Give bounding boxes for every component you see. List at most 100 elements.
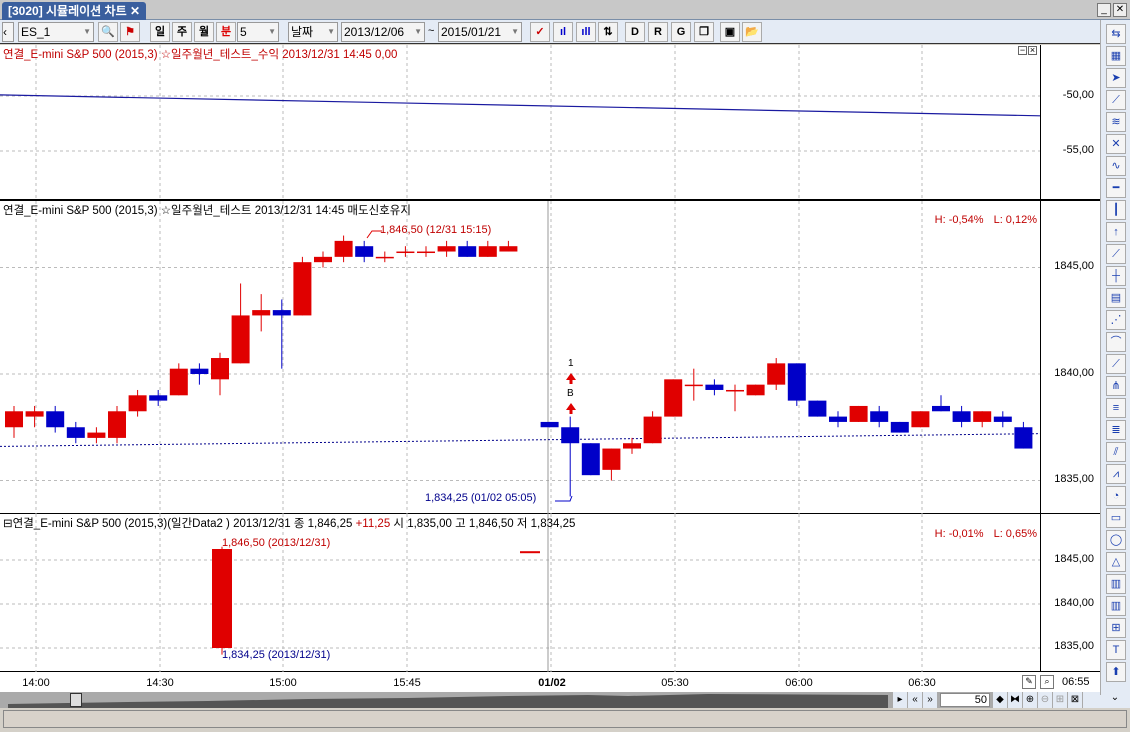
reset-icon[interactable]: ⊠ [1068,692,1082,708]
period-month-button[interactable]: 월 [194,22,214,42]
grid-icon[interactable]: ⊞ [1053,692,1067,708]
pane-minimize-icon[interactable]: − [1018,45,1027,55]
gann-icon[interactable]: ✕ [1106,134,1126,154]
zoom-icon[interactable]: ⌕ [1040,675,1054,689]
cross-line-icon[interactable]: ┼ [1106,266,1126,286]
candle-down [272,310,291,316]
horizontal-line-icon[interactable]: ━ [1106,178,1126,198]
candle-down [540,421,559,428]
wave-icon[interactable]: ∿ [1106,156,1126,176]
trend-line-icon[interactable]: ⟋ [1106,90,1126,110]
date-to-input[interactable]: 2015/01/21 ▼ [438,22,522,42]
crosshair-select-icon[interactable]: ▦ [1106,46,1126,66]
pane-close-icon[interactable]: × [1028,45,1037,55]
chevron-down-icon: ▼ [414,27,422,36]
vertical-line-icon[interactable]: ┃ [1106,200,1126,220]
scroll-end-icon[interactable]: » [923,692,937,708]
up-down-arrows-icon[interactable]: ⇅ [598,22,618,42]
axis-tick: 1840,00 [1054,597,1094,609]
axis-tick: -50,00 [1062,89,1094,101]
document-d-icon[interactable]: D [625,22,645,42]
date-mode-select[interactable]: 날짜 ▼ [288,22,338,42]
candle-up [169,368,188,396]
volume-bars-icon[interactable]: ıll [576,22,596,42]
candle-up [602,448,621,470]
box-icon[interactable]: ▭ [1106,508,1126,528]
bar-count-input[interactable]: 50 [940,693,990,707]
axis-tick: 1835,00 [1054,640,1094,652]
shrink-bars-icon[interactable]: ⧓ [1008,692,1022,708]
candle-down [829,416,847,422]
refresh-icon[interactable]: ⇆ [1106,24,1126,44]
ellipse-icon[interactable]: ◯ [1106,530,1126,550]
date-from-input[interactable]: 2013/12/06 ▼ [341,22,425,42]
candle-up [746,384,765,396]
channel-icon[interactable]: ▤ [1106,288,1126,308]
date-separator: ~ [428,25,435,37]
axis-tick: 1845,00 [1054,553,1094,565]
window-close-button[interactable]: ✕ [1113,3,1127,17]
scroll-left-button[interactable]: ‹ [2,22,14,42]
open-folder-icon[interactable]: 📂 [742,22,762,42]
scroll-start-icon[interactable]: « [908,692,922,708]
zoom-out-icon[interactable]: ⊖ [1038,692,1052,708]
chevron-down-icon: ▼ [511,27,519,36]
candle-up [314,256,332,263]
scroll-right-icon[interactable]: ▸ [893,692,907,708]
signal-check-icon[interactable]: ✓ [530,22,550,42]
collapse-icon[interactable]: ⊟ [3,518,13,530]
right-toolbar: ⇆ ▦ ➤ ⟋ ≋ ✕ ∿ ━ ┃ ↑ ⟋ ┼ ▤ ⋰ ⌒ ⟋ ⋔ ≡ ≣ ⫽ ⩘ ◔ ▭ ◯ △ ▥ ▥ ⊞ T ⬆ [1100,20,1130,695]
andrews-pitchfork-icon[interactable]: ⋔ [1106,376,1126,396]
daily-title-prefix: 연결_E-mini S&P 500 (2015,3)(일간Data2 ) 201… [12,518,356,530]
period-minute-button[interactable]: 분 [216,22,236,42]
minimize-button[interactable]: _ [1097,3,1111,17]
scroll-thumb[interactable] [70,693,82,707]
candle-up [375,256,394,259]
chart-scrollbar[interactable]: ▸ « » 50 ◆ ⧓ ⊕ ⊖ ⊞ ⊠ ⌄ [0,692,1130,708]
triangle-icon[interactable]: △ [1106,552,1126,572]
period-day-button[interactable]: 일 [150,22,170,42]
daily-pane-title: ⊟연결_E-mini S&P 500 (2015,3)(일간Data2 ) 20… [3,515,575,531]
fibonacci-icon[interactable]: ≋ [1106,112,1126,132]
regression-icon[interactable]: ≣ [1106,420,1126,440]
candle-pattern-icon[interactable]: ▥ [1106,574,1126,594]
draw-pen-icon[interactable]: ✎ [1022,675,1036,689]
arrow-up-line-icon[interactable]: ↑ [1106,222,1126,242]
graph-copy-icon[interactable]: G [671,22,691,42]
parallel-lines-icon[interactable]: ⫽ [1106,442,1126,462]
search-icon[interactable]: 🔍 [98,22,118,42]
save-icon[interactable]: ▣ [720,22,740,42]
symbol-select[interactable]: ES_1 ▼ [18,22,94,42]
speed-line-icon[interactable]: ⟋ [1106,354,1126,374]
copy-icon[interactable]: ❐ [694,22,714,42]
box-select-icon[interactable]: ⊞ [1106,618,1126,638]
daily-title-suffix: 시 1,835,00 고 1,846,50 저 1,834,25 [390,518,576,530]
diagonal-line-icon[interactable]: ⟋ [1106,244,1126,264]
text-icon[interactable]: T [1106,640,1126,660]
bars-icon[interactable]: ▥ [1106,596,1126,616]
tab-close-icon[interactable]: ✕ [129,4,141,18]
candle-down [932,405,950,412]
fan-icon[interactable]: ⋰ [1106,310,1126,330]
expand-icon[interactable]: ⌄ [1100,692,1130,708]
cycle-icon[interactable]: ◔ [1106,486,1126,506]
zoom-in-icon[interactable]: ⊕ [1023,692,1037,708]
flag-search-icon[interactable]: ⚑ [120,22,140,42]
interval-select[interactable]: 5 ▼ [237,22,279,42]
zigzag-icon[interactable]: ⩘ [1106,464,1126,484]
arrow-up-icon[interactable]: ⬆ [1106,662,1126,682]
candle-down [808,400,827,417]
high-low-pct: H: -0,54% L: 0,12% [935,214,1037,226]
tirone-icon[interactable]: ≡ [1106,398,1126,418]
cursor-icon[interactable]: ➤ [1106,68,1126,88]
last-time: 06:55 [1062,676,1090,688]
bar-chart-icon[interactable]: ıl [553,22,573,42]
expand-bars-icon[interactable]: ◆ [993,692,1007,708]
report-icon[interactable]: R [648,22,668,42]
arc-icon[interactable]: ⌒ [1106,332,1126,352]
candle-up [396,251,415,254]
tab-simulation-chart[interactable]: [3020] 시뮬레이션 차트 ✕ [2,2,147,20]
period-week-button[interactable]: 주 [172,22,192,42]
toolbar: ‹ ES_1 ▼ 🔍 ⚑ 일 주 월 분 5 ▼ 날짜 ▼ 2013/12/06 ▼ ~… [0,20,1100,44]
high-label: 1,846,50 (12/31 15:15) [380,224,492,236]
